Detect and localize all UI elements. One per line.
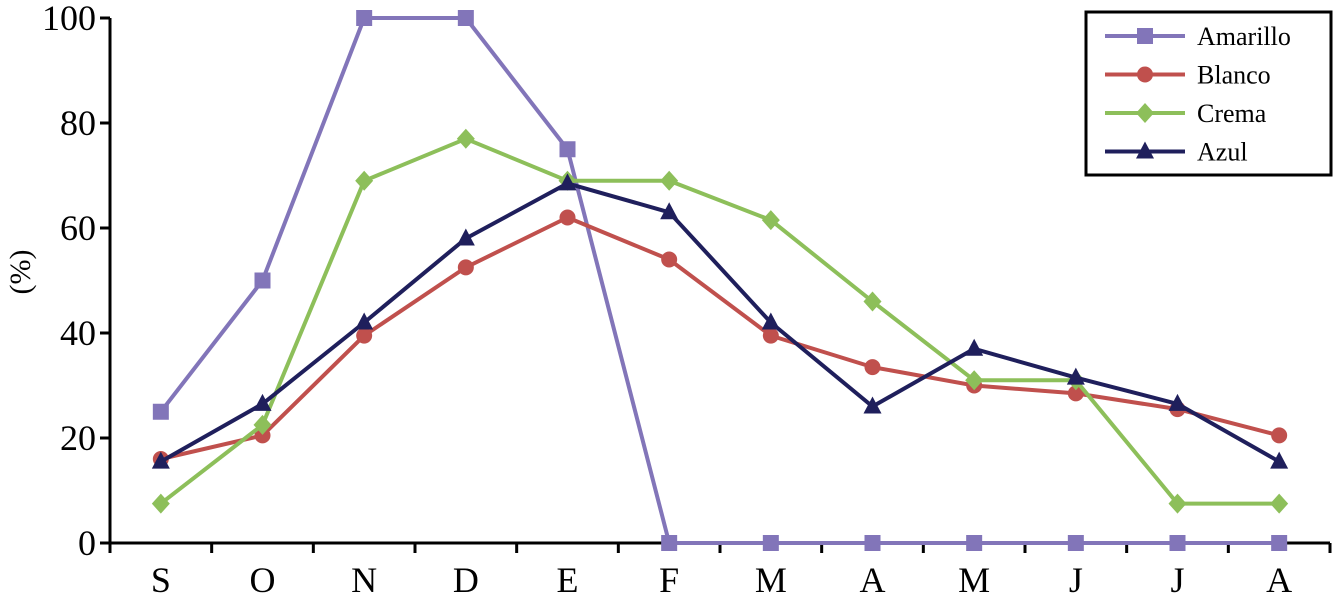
- y-tick-label: 0: [78, 523, 96, 563]
- data-point: [356, 327, 373, 344]
- data-point: [253, 393, 272, 411]
- data-point: [1066, 367, 1085, 385]
- x-tick-label: N: [351, 560, 377, 600]
- data-point: [762, 327, 779, 344]
- data-point: [1271, 427, 1288, 444]
- data-point: [558, 173, 577, 191]
- data-point: [1168, 393, 1187, 411]
- y-tick-label: 80: [60, 103, 96, 143]
- legend-label: Blanco: [1197, 61, 1271, 90]
- x-tick-label: J: [1069, 560, 1083, 600]
- data-point: [559, 141, 576, 158]
- data-point: [152, 403, 169, 420]
- data-point: [1271, 535, 1288, 551]
- x-tick-label: E: [557, 560, 579, 600]
- data-point: [355, 312, 374, 330]
- data-point: [965, 370, 984, 391]
- x-tick-label: A: [1266, 560, 1292, 600]
- x-tick-label: O: [250, 560, 276, 600]
- data-point: [457, 259, 474, 276]
- series-azul: [151, 173, 1289, 469]
- data-point: [456, 228, 475, 246]
- x-tick-label: F: [659, 560, 679, 600]
- data-point: [761, 210, 780, 231]
- data-point: [864, 535, 881, 551]
- legend-item: Amarillo: [1105, 22, 1291, 51]
- data-point: [456, 128, 475, 149]
- y-tick-label: 40: [60, 313, 96, 353]
- legend-swatch-marker: [1136, 141, 1154, 159]
- legend-label: Amarillo: [1197, 22, 1291, 51]
- x-tick-label: M: [755, 560, 787, 600]
- chart-ticks: 0 20 40 60 80 100 S O N D E F M A M J J A: [42, 0, 1332, 600]
- data-point: [1168, 493, 1187, 514]
- y-axis-label: (%): [4, 250, 37, 295]
- series-line-amarillo: [159, 16, 1280, 545]
- x-tick-label: J: [1170, 560, 1184, 600]
- legend-item: Azul: [1105, 138, 1248, 167]
- y-tick-label: 100: [42, 0, 96, 38]
- data-point: [762, 535, 779, 551]
- x-tick-label: M: [958, 560, 990, 600]
- chart-series: [151, 10, 1289, 551]
- y-tick-label: 60: [60, 208, 96, 248]
- data-point: [1067, 535, 1084, 551]
- legend-swatch-marker: [1136, 103, 1154, 123]
- data-point: [661, 535, 678, 551]
- x-tick-label: D: [453, 560, 479, 600]
- data-point: [253, 414, 272, 435]
- series-amarillo: [152, 10, 1288, 551]
- data-point: [661, 251, 678, 268]
- series-line-blanco: [160, 215, 1280, 461]
- data-point: [863, 396, 882, 414]
- data-point: [864, 359, 881, 376]
- legend-item: Blanco: [1105, 61, 1271, 90]
- y-tick-label: 20: [60, 418, 96, 458]
- data-point: [660, 202, 679, 220]
- data-point: [457, 10, 474, 26]
- data-point: [1169, 535, 1186, 551]
- data-point: [1270, 493, 1289, 514]
- data-point: [559, 209, 576, 226]
- x-tick-label: S: [151, 560, 171, 600]
- data-point: [254, 427, 271, 444]
- series-line-azul: [159, 181, 1281, 464]
- legend-label: Azul: [1197, 138, 1248, 167]
- data-point: [151, 451, 170, 469]
- data-point: [151, 493, 170, 514]
- legend-item: Crema: [1105, 99, 1267, 128]
- data-point: [965, 338, 984, 356]
- series-line-crema: [159, 136, 1280, 506]
- chart-legend: Amarillo Blanco Crema Azul: [1084, 10, 1333, 177]
- data-point: [1270, 451, 1289, 469]
- data-point: [1067, 385, 1084, 402]
- data-point: [356, 10, 373, 26]
- x-tick-label: A: [860, 560, 886, 600]
- series-crema: [151, 128, 1289, 514]
- legend-swatch-marker: [1137, 66, 1153, 83]
- data-point: [966, 535, 983, 551]
- data-point: [863, 291, 882, 312]
- legend-swatch-marker: [1137, 28, 1153, 44]
- data-point: [761, 312, 780, 330]
- data-point: [355, 170, 374, 191]
- data-point: [660, 170, 679, 191]
- legend-label: Crema: [1197, 99, 1267, 128]
- data-point: [254, 272, 271, 289]
- legend-box: [1084, 10, 1333, 177]
